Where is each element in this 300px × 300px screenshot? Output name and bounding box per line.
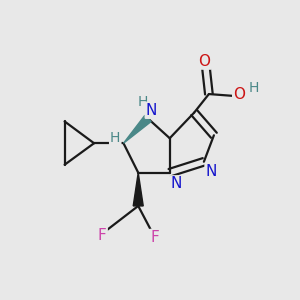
- Text: N: N: [146, 103, 157, 118]
- Text: F: F: [150, 230, 159, 245]
- Text: H: H: [110, 131, 120, 145]
- Text: N: N: [206, 164, 217, 179]
- Polygon shape: [124, 116, 151, 143]
- Text: H: H: [249, 81, 259, 95]
- Text: O: O: [233, 87, 245, 102]
- Text: O: O: [199, 54, 211, 69]
- Text: F: F: [98, 229, 107, 244]
- Polygon shape: [133, 173, 143, 206]
- Text: H: H: [137, 95, 148, 109]
- Text: N: N: [170, 176, 182, 191]
